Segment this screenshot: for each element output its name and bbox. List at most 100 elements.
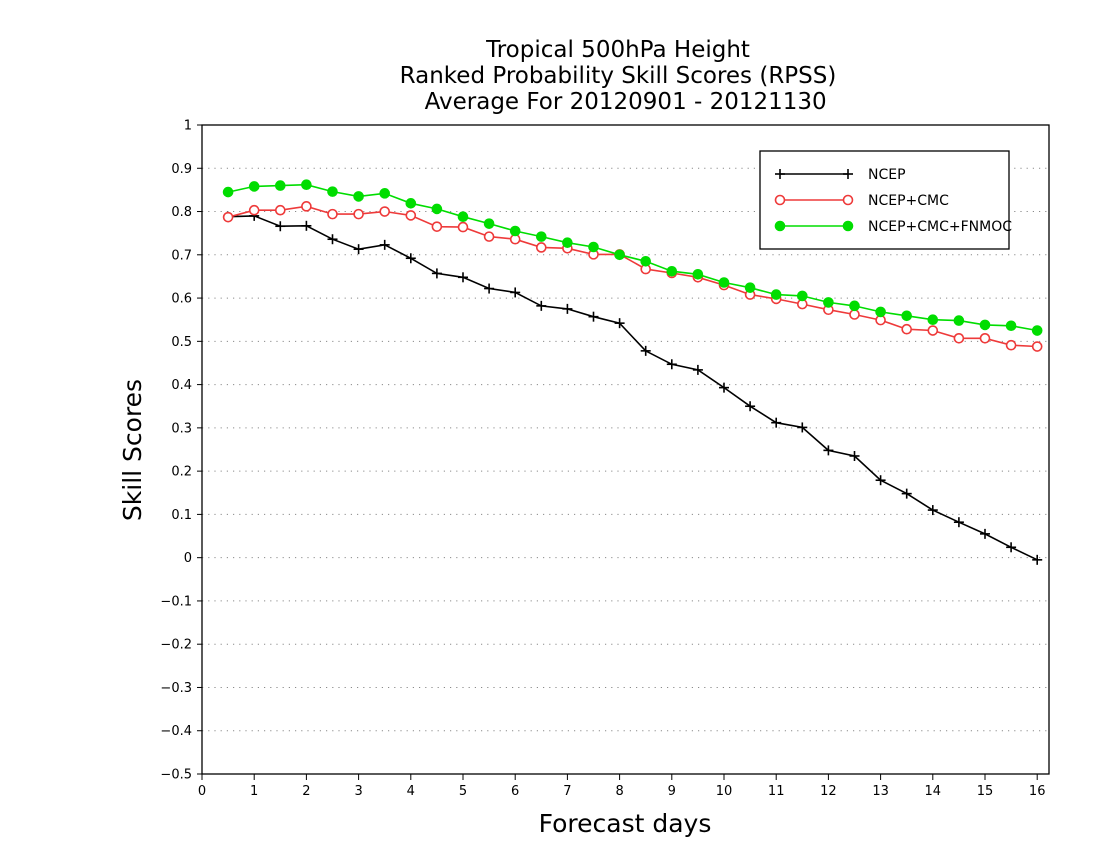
data-point	[248, 204, 260, 216]
series-ncep-cmc	[222, 201, 1043, 352]
data-point	[509, 225, 521, 237]
x-tick-label: 3	[354, 784, 362, 799]
y-tick-label: 0.3	[171, 421, 192, 436]
y-tick-label: 1	[184, 119, 192, 134]
legend-marker	[842, 194, 854, 206]
data-point	[823, 445, 834, 456]
x-tick-label: 1	[250, 784, 258, 799]
data-point	[953, 315, 965, 326]
data-point	[823, 297, 834, 308]
data-point	[640, 345, 651, 356]
x-tick-label: 2	[302, 784, 310, 799]
data-point	[901, 488, 912, 499]
data-point	[353, 191, 364, 202]
data-point	[379, 206, 391, 217]
data-point	[1031, 341, 1043, 352]
data-point	[248, 181, 260, 192]
data-point	[797, 422, 808, 433]
data-point	[849, 309, 860, 320]
data-point	[849, 300, 860, 312]
data-point	[771, 417, 782, 428]
series-ncep	[223, 210, 1043, 565]
data-point	[1006, 542, 1017, 553]
data-point	[875, 306, 886, 318]
y-tick-label: 0.5	[171, 335, 192, 350]
legend-item: NCEP	[775, 167, 906, 183]
legend-marker	[774, 220, 786, 232]
y-tick-label: 0.4	[171, 378, 192, 393]
data-point	[535, 242, 547, 253]
data-point	[457, 221, 469, 233]
data-point	[405, 210, 417, 221]
data-point	[927, 505, 938, 516]
data-point	[744, 282, 756, 293]
data-point	[274, 204, 286, 216]
data-point	[327, 208, 338, 220]
y-tick-label: 0.9	[171, 162, 192, 177]
data-point	[979, 319, 991, 331]
data-point	[483, 231, 495, 242]
data-point	[484, 283, 495, 294]
data-point	[379, 239, 390, 250]
data-point	[875, 475, 886, 486]
y-tick-label: −0.4	[160, 724, 192, 739]
axes: 1 0.9 0.8 0.7 0.6 0.5 0.4 0.3 0.2 0.1 0 −0.1 −0.2 −0.…	[160, 119, 1050, 799]
data-point	[797, 290, 808, 302]
y-tick-label: −0.1	[160, 594, 192, 609]
x-tick-label: 6	[511, 784, 519, 799]
data-point	[953, 333, 965, 344]
legend-label: NCEP	[868, 167, 906, 183]
data-point	[927, 325, 939, 336]
data-point	[770, 289, 782, 300]
data-point	[980, 528, 990, 539]
x-tick-label: 8	[615, 784, 623, 799]
data-point	[953, 517, 964, 528]
data-point	[1031, 325, 1043, 336]
x-axis-label: Forecast days	[539, 809, 712, 838]
y-tick-label: −0.5	[160, 768, 192, 783]
data-point	[431, 203, 443, 215]
title-line-1: Tropical 500hPa Height	[485, 37, 750, 63]
data-point	[718, 277, 730, 288]
y-tick-label: 0.6	[171, 292, 192, 307]
data-point	[614, 249, 625, 261]
y-tick-label: 0.7	[171, 248, 192, 263]
x-tick-label: 7	[563, 784, 571, 799]
legend-item: NCEP+CMC+FNMOC	[774, 219, 1012, 235]
data-point	[901, 310, 913, 322]
legend-label: NCEP+CMC	[868, 193, 949, 209]
data-point	[901, 323, 913, 335]
data-point	[614, 318, 625, 329]
series	[222, 179, 1043, 565]
data-point	[301, 220, 312, 231]
data-point	[353, 244, 364, 255]
x-tick-label: 9	[668, 784, 676, 799]
x-tick-label: 16	[1029, 784, 1046, 799]
data-point	[692, 268, 704, 280]
series-line	[228, 215, 1038, 561]
data-point	[588, 311, 599, 322]
data-point	[510, 287, 521, 298]
data-point	[405, 253, 416, 264]
x-tick-label: 15	[977, 784, 994, 799]
data-point	[275, 180, 286, 191]
data-point	[666, 265, 678, 277]
data-point	[536, 300, 547, 311]
x-tick-label: 4	[407, 784, 415, 799]
data-point	[301, 201, 312, 212]
x-tick-label: 10	[716, 784, 733, 799]
legend-marker	[842, 220, 854, 232]
data-point	[458, 272, 468, 283]
data-point	[222, 211, 234, 223]
data-point	[719, 382, 729, 393]
data-point	[666, 359, 677, 370]
data-point	[431, 221, 443, 232]
data-point	[327, 186, 338, 197]
data-point	[640, 255, 652, 267]
legend-marker	[843, 169, 853, 179]
title-line-3: Average For 20120901 - 20121130	[417, 89, 826, 115]
data-point	[301, 179, 312, 191]
data-point	[1005, 339, 1017, 351]
x-tick-label: 13	[872, 784, 889, 799]
data-point	[588, 241, 599, 253]
